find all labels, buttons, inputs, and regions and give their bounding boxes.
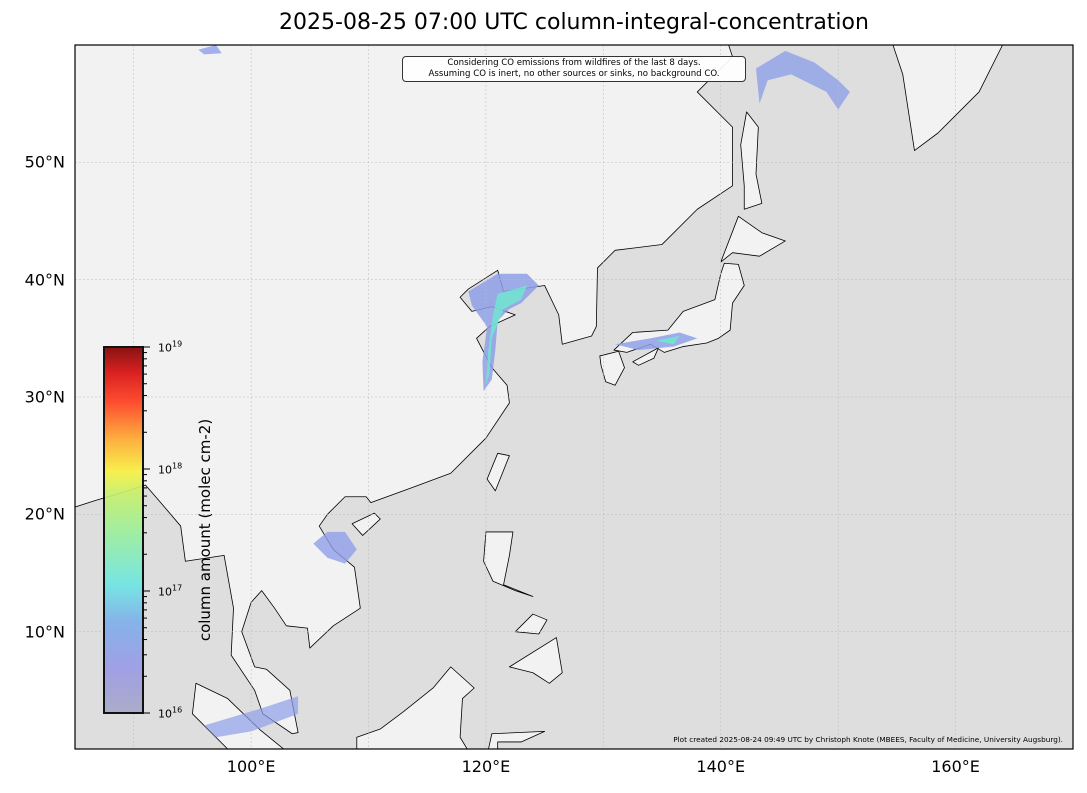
colorbar-tick-label: 1016 [158, 705, 183, 721]
land-sulawesi [488, 731, 546, 749]
plot-title: 2025-08-25 07:00 UTC column-integral-con… [279, 10, 869, 35]
plume-japan-core [656, 335, 680, 345]
annotation-line-1: Considering CO emissions from wildfires … [447, 58, 701, 68]
plume-siberia [198, 45, 222, 55]
x-tick-label: 120°E [461, 757, 511, 776]
plume-yellow-sea-core [485, 285, 528, 386]
colorbar-tick-label: 1019 [158, 339, 183, 355]
x-tick-label: 160°E [931, 757, 980, 776]
land-hainan [351, 512, 381, 536]
land-asia-mainland [75, 45, 733, 735]
land-kyushu [599, 350, 625, 386]
y-tick-label: 10°N [24, 622, 65, 642]
plume-malacca [204, 696, 299, 738]
land-honshu [613, 262, 745, 353]
y-tick-label: 40°N [24, 270, 65, 290]
annotation-line-2: Assuming CO is inert, no other sources o… [428, 69, 720, 79]
map-frame [74, 44, 1074, 750]
colorbar-tick-label: 1017 [158, 583, 183, 599]
land-luzon [483, 531, 534, 597]
land-hokkaido [720, 215, 786, 263]
land-taiwan [486, 452, 510, 492]
land-shikoku [632, 347, 659, 366]
land-mindanao [509, 637, 563, 684]
annotation-box: Considering CO emissions from wildfires … [402, 56, 746, 82]
land-sakhalin [740, 111, 763, 210]
credit-text: Plot created 2025-08-24 09:49 UTC by Chr… [673, 735, 1063, 744]
y-tick-label: 20°N [24, 504, 65, 524]
y-tick-label: 30°N [24, 387, 65, 407]
y-tick-label: 50°N [24, 152, 65, 172]
map-layer [75, 45, 1008, 749]
colorbar-label: column amount (molec cm-2) [196, 418, 214, 642]
plume-vietnam [313, 531, 357, 564]
x-tick-label: 140°E [696, 757, 746, 776]
colorbar [103, 346, 144, 714]
land-borneo [356, 666, 475, 749]
colorbar-tick-label: 1018 [158, 461, 183, 477]
x-tick-label: 100°E [226, 757, 276, 776]
land-visayas [514, 613, 548, 635]
plume-okhotsk [755, 50, 850, 110]
land-kamchatka [892, 45, 1008, 152]
